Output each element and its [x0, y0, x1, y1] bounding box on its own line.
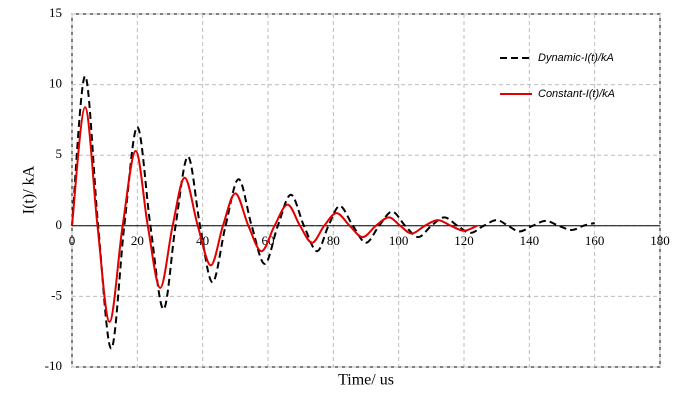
y-axis-label: I(t)/ kA [21, 165, 38, 214]
series-line [71, 106, 478, 323]
y-tick-label: 15 [49, 5, 62, 20]
legend-label: Dynamic-I(t)/kA [538, 52, 614, 64]
y-tick-label: 5 [56, 146, 63, 161]
y-tick-label: -10 [45, 358, 62, 373]
y-tick-label: -5 [51, 287, 62, 302]
series-line [71, 75, 595, 350]
y-tick-label: 10 [49, 76, 62, 91]
legend-label: Constant-I(t)/kA [538, 88, 615, 100]
y-tick-label: 0 [56, 217, 63, 232]
plot-frame [71, 13, 661, 368]
x-axis-label: Time/ us [338, 372, 394, 389]
